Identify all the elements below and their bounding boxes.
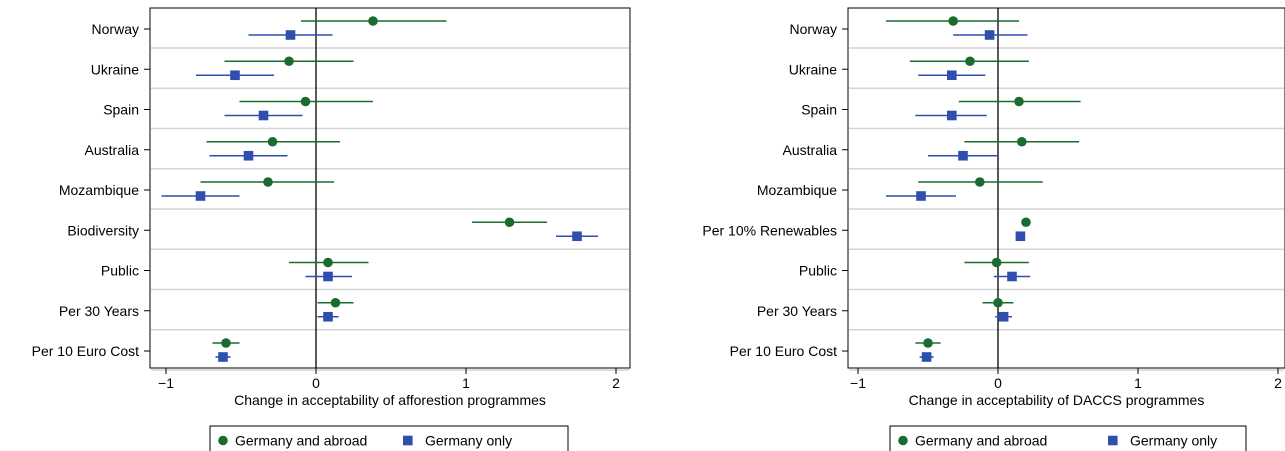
category-label: Australia [85,142,140,158]
daccs-panel: −1 0 1 2 Change in acceptability of DACCS pr… [702,7,1285,451]
point-estimate-square [958,150,968,161]
point-estimate-circle [1021,217,1031,228]
category-label: Australia [783,142,838,158]
point-estimate-square [285,30,296,40]
point-estimate-circle [323,257,333,268]
category-label: Biodiversity [67,222,139,238]
point-estimate-square [195,191,206,201]
legend-box [209,425,569,451]
point-estimate-square [921,352,932,362]
point-estimate-square [916,191,926,201]
point-estimate-circle [948,16,958,26]
point-estimate-circle [991,257,1002,268]
point-estimate-square [572,231,582,242]
plot-frame [847,7,1285,369]
point-estimate-square [947,110,957,121]
x-axis-label: Change in acceptability of DACCS program… [909,392,1205,408]
category-label: Public [101,263,139,279]
point-estimate-circle [263,177,273,187]
category-label: Mozambique [59,182,139,198]
x-tick-label: 1 [1134,375,1142,391]
legend-label: Germany and abroad [235,433,367,449]
category-label: Per 30 Years [59,303,139,319]
category-label: Spain [801,102,837,118]
category-label: Norway [92,21,139,37]
point-estimate-circle [368,16,378,26]
category-label: Public [799,263,837,279]
point-estimate-circle [267,136,278,147]
legend-circle-marker [218,435,228,446]
legend-circle-marker [898,435,908,446]
category-label: Per 10% Renewables [702,222,837,238]
point-estimate-square [323,271,333,282]
category-label: Mozambique [757,182,837,198]
point-estimate-square [998,311,1009,322]
x-tick-label: −1 [850,375,866,391]
x-axis-label: Change in acceptability of afforestion p… [234,392,546,408]
point-estimate-circle [504,217,515,228]
point-estimate-square [1007,271,1017,282]
point-estimate-square [323,311,333,322]
category-label: Norway [790,21,837,37]
point-estimate-circle [975,177,985,187]
legend-box [889,425,1247,451]
category-label: Ukraine [789,61,837,77]
x-tick-label: 0 [994,375,1002,391]
point-estimate-circle [965,56,975,67]
point-estimate-square [947,70,957,81]
category-label: Per 30 Years [757,303,837,319]
point-estimate-square [1015,231,1026,242]
point-estimate-square [230,70,240,81]
category-label: Spain [103,102,139,118]
point-estimate-circle [1014,96,1024,107]
point-estimate-circle [221,338,231,348]
point-estimate-circle [923,338,933,348]
afforestation-panel: −1 0 1 2 Change in acceptability of afforest… [32,7,631,451]
x-tick-label: 1 [462,375,470,391]
point-estimate-circle [300,96,311,107]
point-estimate-circle [284,56,294,67]
x-tick-label: 2 [1274,375,1282,391]
legend-label: Germany only [425,433,512,449]
legend-square-marker [1108,435,1118,446]
plot-frame [149,7,631,369]
category-label: Per 10 Euro Cost [32,343,139,359]
x-tick-label: 0 [312,375,320,391]
legend-label: Germany and abroad [915,433,1047,449]
point-estimate-square [258,110,269,121]
legend-square-marker [403,435,413,446]
x-tick-label: 2 [612,375,620,391]
point-estimate-square [218,352,228,362]
point-estimate-square [243,150,254,161]
legend-label: Germany only [1130,433,1217,449]
category-label: Ukraine [91,61,139,77]
category-label: Per 10 Euro Cost [730,343,837,359]
point-estimate-circle [993,297,1003,308]
x-tick-label: −1 [158,375,174,391]
point-estimate-circle [1017,136,1027,147]
point-estimate-circle [330,297,341,308]
point-estimate-square [984,30,995,40]
